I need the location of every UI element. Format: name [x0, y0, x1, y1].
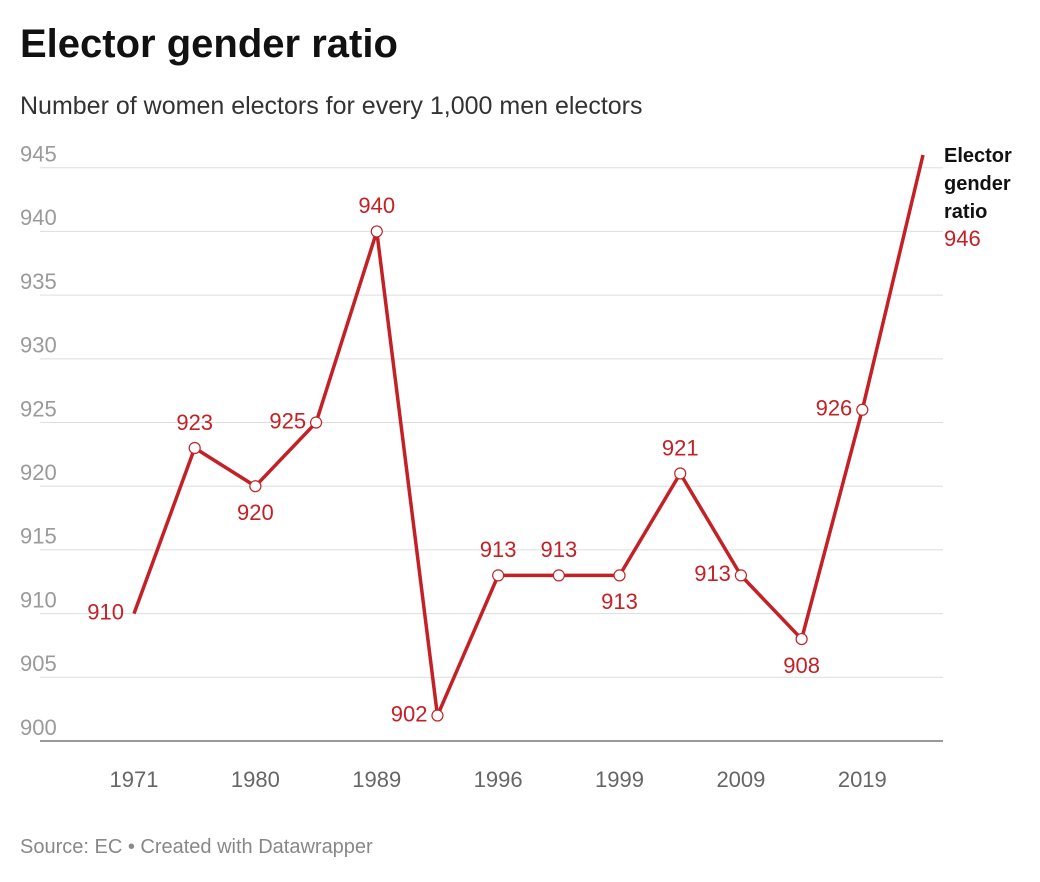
data-label: 913 [540, 537, 577, 562]
chart-subtitle: Number of women electors for every 1,000… [20, 92, 643, 120]
marker [734, 569, 748, 582]
x-tick-label: 1989 [352, 767, 401, 792]
marker [249, 480, 262, 493]
y-tick-label: 910 [20, 587, 57, 612]
marker [309, 416, 323, 429]
marker [613, 569, 626, 582]
y-tick-label: 900 [20, 715, 57, 740]
marker [795, 632, 808, 646]
data-label: 921 [662, 435, 699, 460]
y-tick-label: 945 [20, 142, 57, 167]
source: Source: EC • Created with Datawrapper [20, 836, 373, 858]
marker [370, 225, 383, 238]
chart-title: Elector gender ratio [20, 22, 398, 66]
data-label: 913 [601, 589, 638, 614]
x-tick-label: 1971 [110, 767, 159, 792]
marker [431, 709, 444, 722]
data-label: 946 [944, 226, 981, 251]
y-tick-label: 920 [20, 460, 57, 485]
data-label: 908 [783, 653, 820, 678]
data-label: 910 [87, 599, 124, 624]
y-tick-label: 930 [20, 333, 57, 358]
marker [492, 569, 505, 582]
x-tick-label: 2019 [838, 767, 887, 792]
y-tick-label: 925 [20, 396, 57, 421]
data-label: 926 [816, 396, 853, 421]
series-label: Elector gender ratio [944, 145, 1012, 223]
data-label: 925 [269, 408, 306, 433]
x-tick-label: 1980 [231, 767, 280, 792]
data-label: 920 [237, 500, 274, 525]
line [132, 154, 925, 718]
y-tick-label: 915 [20, 524, 57, 549]
y-tick-label: 935 [20, 269, 57, 294]
data-label: 913 [694, 561, 731, 586]
y-tick-label: 940 [20, 205, 57, 230]
data-label: 902 [391, 701, 428, 726]
marker [552, 569, 565, 582]
data-label: 913 [480, 537, 517, 562]
y-tick-label: 905 [20, 651, 57, 676]
x-tick-label: 1996 [474, 767, 523, 792]
data-label: 940 [358, 193, 395, 218]
marker [674, 467, 687, 480]
x-tick-label: 2009 [716, 767, 765, 792]
marker [188, 441, 201, 455]
data-label: 923 [176, 410, 213, 435]
x-tick-label: 1999 [595, 767, 644, 792]
marker [856, 403, 869, 416]
